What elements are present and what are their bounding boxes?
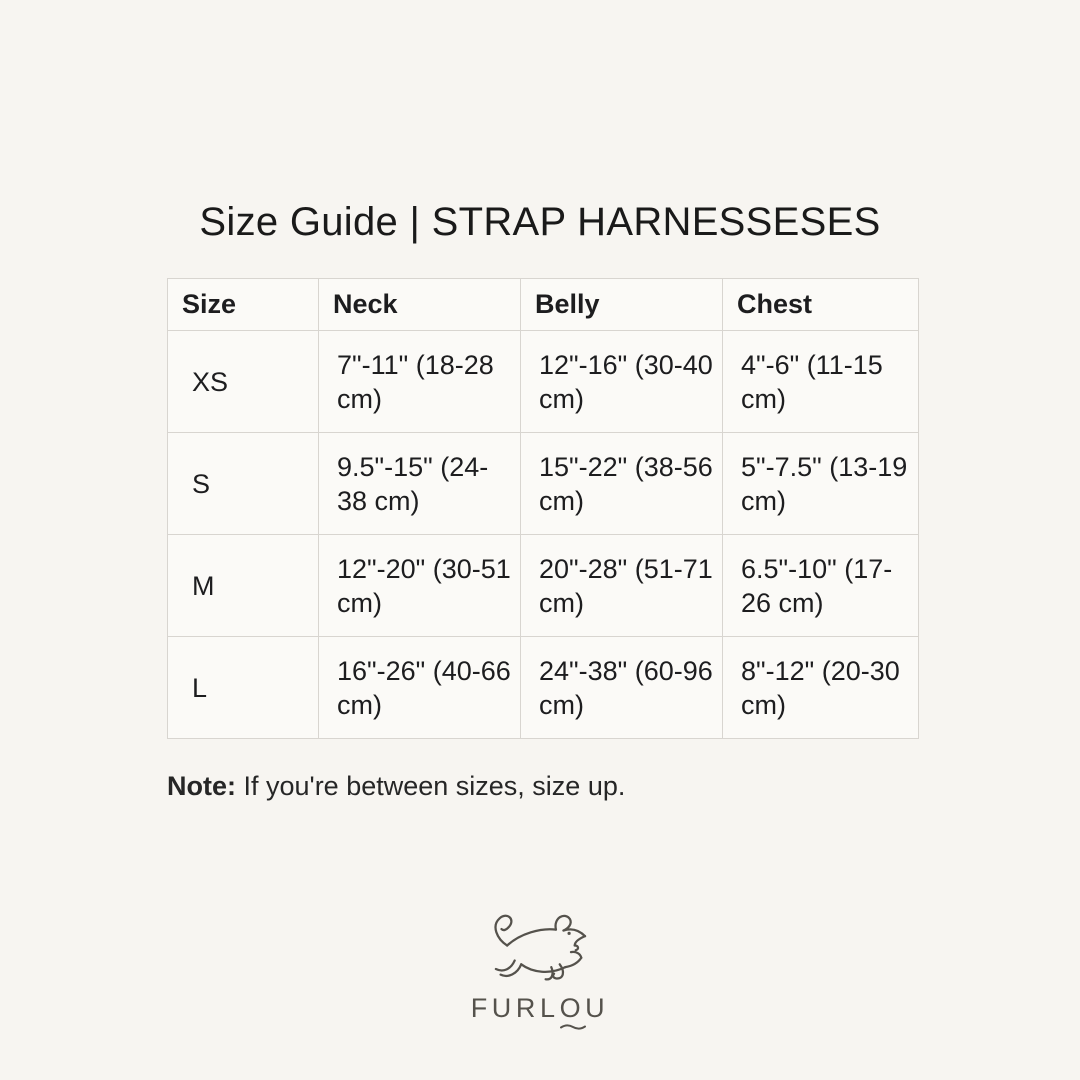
column-header-size: Size: [167, 278, 319, 331]
note-text: If you're between sizes, size up.: [236, 771, 626, 801]
note-label: Note:: [167, 771, 236, 801]
neck-value: 16"-26" (40-66 cm): [318, 636, 521, 739]
chest-value: 6.5"-10" (17-26 cm): [722, 534, 919, 637]
chest-value: 8"-12" (20-30 cm): [722, 636, 919, 739]
table-row-l: L 16"-26" (40-66 cm) 24"-38" (60-96 cm) …: [167, 636, 919, 739]
wave-accent-icon: [559, 1024, 586, 1030]
neck-value: 9.5"-15" (24-38 cm): [318, 432, 521, 535]
brand-logo: FURLOU: [0, 905, 1080, 1030]
size-value: S: [167, 432, 319, 535]
belly-value: 24"-38" (60-96 cm): [520, 636, 723, 739]
page-title: Size Guide | STRAP HARNESSESES: [199, 200, 881, 244]
size-value: XS: [167, 330, 319, 433]
table-row-xs: XS 7"-11" (18-28 cm) 12"-16" (30-40 cm) …: [167, 330, 919, 433]
belly-value: 20"-28" (51-71 cm): [520, 534, 723, 637]
brand-name: FURLOU: [470, 993, 610, 1023]
brand-wordmark-row: FURLOU: [470, 993, 610, 1030]
table-header-row: Size Neck Belly Chest: [167, 278, 919, 331]
column-header-belly: Belly: [520, 278, 723, 331]
sizing-note: Note: If you're between sizes, size up.: [167, 770, 625, 802]
belly-value: 15"-22" (38-56 cm): [520, 432, 723, 535]
neck-value: 12"-20" (30-51 cm): [318, 534, 521, 637]
table-row-s: S 9.5"-15" (24-38 cm) 15"-22" (38-56 cm)…: [167, 432, 919, 535]
neck-value: 7"-11" (18-28 cm): [318, 330, 521, 433]
column-header-chest: Chest: [722, 278, 919, 331]
chest-value: 5"-7.5" (13-19 cm): [722, 432, 919, 535]
column-header-neck: Neck: [318, 278, 521, 331]
size-value: L: [167, 636, 319, 739]
table-row-m: M 12"-20" (30-51 cm) 20"-28" (51-71 cm) …: [167, 534, 919, 637]
chest-value: 4"-6" (11-15 cm): [722, 330, 919, 433]
size-guide-table: Size Neck Belly Chest XS 7"-11" (18-28 c…: [167, 278, 919, 739]
belly-value: 12"-16" (30-40 cm): [520, 330, 723, 433]
jumping-dog-icon: [494, 914, 587, 981]
size-value: M: [167, 534, 319, 637]
